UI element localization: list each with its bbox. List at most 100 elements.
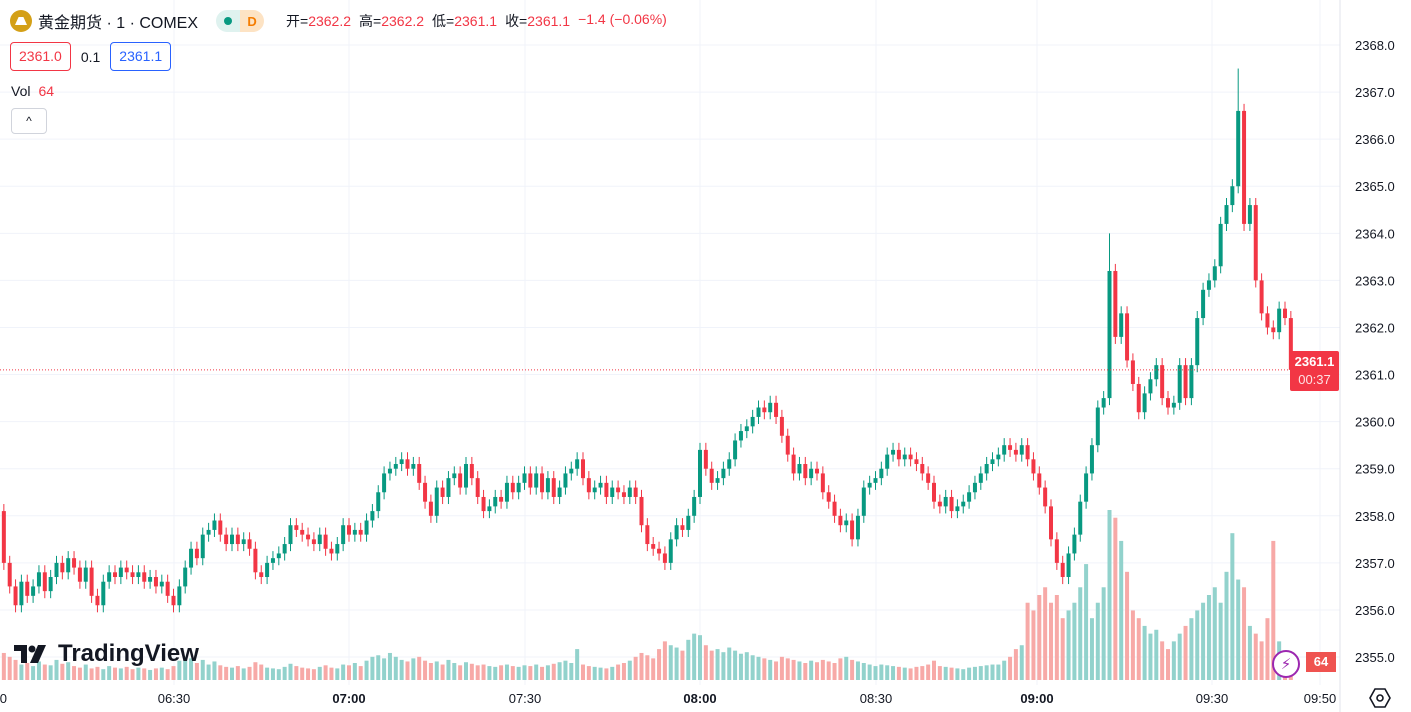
volume-bar — [1265, 618, 1270, 680]
candle-body — [1288, 318, 1293, 370]
candle-body — [247, 539, 252, 549]
candle-body — [581, 459, 585, 479]
candle-body — [867, 482, 872, 488]
candle-body — [1136, 383, 1141, 413]
buy-button[interactable]: 2361.1 — [110, 42, 172, 71]
volume-bar — [194, 663, 199, 680]
candle-body — [557, 487, 562, 497]
candle-body — [335, 544, 340, 554]
volume-bar — [247, 666, 252, 680]
volume-bar — [370, 656, 375, 680]
volume-bar — [1130, 610, 1135, 680]
candle-body — [1154, 365, 1159, 380]
volume-bar — [604, 668, 609, 680]
volume-bar — [364, 660, 369, 680]
candle-body — [1013, 449, 1018, 455]
candle-body — [72, 558, 77, 568]
candle-body — [914, 459, 919, 465]
candle-body — [171, 595, 176, 606]
volume-bar — [820, 659, 825, 680]
volume-bar — [1160, 641, 1165, 680]
price-tick-label: 2362.0 — [1355, 320, 1395, 335]
candle-body — [423, 482, 428, 502]
candle-body — [136, 572, 141, 578]
volume-bar — [48, 665, 53, 680]
spread-value: 0.1 — [80, 48, 101, 65]
symbol-title[interactable]: 黄金期货 · 1 · COMEX — [38, 15, 199, 32]
volume-bar — [265, 667, 270, 680]
volume-bar — [306, 668, 311, 680]
volume-bar — [300, 667, 305, 680]
volume-bar — [540, 666, 545, 680]
time-tick-label: 08:00 — [683, 691, 716, 706]
candle-body — [241, 539, 246, 545]
volume-bar — [1037, 595, 1042, 680]
volume-legend[interactable]: Vol 64 — [11, 83, 54, 99]
volume-bar — [423, 660, 428, 680]
candle-body — [130, 572, 135, 578]
candle-body — [750, 416, 755, 427]
candle-body — [844, 520, 849, 526]
volume-bar — [639, 652, 644, 680]
close-label: 收= — [505, 13, 528, 29]
candle-body — [779, 416, 784, 436]
candle-body — [1206, 280, 1211, 290]
candle-body — [387, 468, 392, 474]
candle-body — [1008, 445, 1013, 450]
volume-bar — [967, 667, 972, 680]
volume-bar — [270, 668, 275, 680]
candle-body — [265, 562, 270, 578]
tradingview-logo-icon — [14, 645, 46, 663]
volume-bar — [1230, 533, 1235, 680]
volume-bar — [581, 664, 585, 680]
candle-body — [60, 562, 65, 573]
candle-body — [1107, 270, 1112, 399]
candle-body — [674, 525, 679, 540]
candle-body — [66, 558, 71, 573]
time-tick-label: :00 — [0, 691, 7, 706]
volume-bar — [382, 658, 387, 680]
candle-body — [83, 567, 88, 582]
candle-body — [1060, 562, 1065, 578]
volume-bar — [686, 639, 691, 680]
collapse-legend-button[interactable]: ^ — [11, 108, 47, 134]
volume-bar — [206, 664, 211, 680]
candle-body — [937, 501, 942, 507]
candle-body — [54, 562, 59, 578]
volume-bar — [984, 665, 989, 680]
volume-bar — [1171, 641, 1176, 680]
volume-bar — [335, 668, 340, 680]
volume-bar — [926, 664, 931, 680]
candle-body — [896, 449, 901, 460]
candle-body — [25, 581, 30, 596]
chart-settings-icon[interactable] — [1368, 686, 1392, 710]
tradingview-watermark[interactable]: TradingView — [14, 640, 199, 668]
price-tick-label: 2366.0 — [1355, 132, 1395, 147]
candle-body — [926, 473, 931, 483]
candle-body — [417, 464, 422, 483]
market-status-pill[interactable]: D — [216, 10, 265, 32]
volume-bar — [282, 666, 287, 680]
volume-bar — [1019, 645, 1024, 680]
candle-body — [95, 595, 100, 606]
candle-body — [31, 586, 36, 596]
candle-body — [1265, 313, 1270, 328]
candle-body — [212, 520, 217, 530]
volume-bar — [721, 652, 726, 680]
volume-bar — [756, 656, 761, 680]
volume-bar — [1013, 649, 1018, 680]
candle-body — [101, 581, 106, 606]
candle-body — [645, 525, 650, 545]
candle-body — [551, 478, 556, 497]
change-value: −1.4 (−0.06%) — [578, 11, 667, 27]
candle-body — [727, 459, 732, 469]
volume-bar — [212, 661, 217, 680]
candle-body — [481, 496, 486, 512]
volume-bar — [89, 668, 94, 680]
lightning-icon[interactable]: ⚡ — [1272, 650, 1300, 678]
volume-bar — [949, 667, 954, 680]
sell-button[interactable]: 2361.0 — [10, 42, 71, 71]
volume-bar — [1259, 641, 1264, 680]
candle-body — [686, 515, 691, 530]
